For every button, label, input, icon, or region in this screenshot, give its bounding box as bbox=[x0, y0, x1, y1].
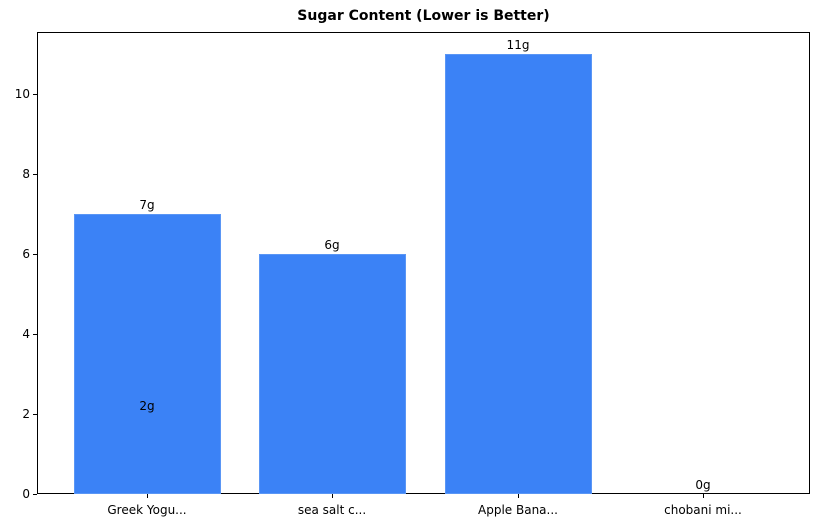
x-tick-label: Greek Yogu... bbox=[107, 503, 187, 517]
bar-value-label: 0g bbox=[695, 478, 711, 492]
annotation-label: 2g bbox=[139, 399, 155, 413]
x-tick-label: Apple Bana... bbox=[478, 503, 558, 517]
y-tick-mark bbox=[33, 494, 37, 495]
y-tick-label: 4 bbox=[22, 327, 30, 341]
x-tick-label: chobani mi... bbox=[664, 503, 742, 517]
y-tick-mark bbox=[33, 334, 37, 335]
y-tick-mark bbox=[33, 414, 37, 415]
bar-value-label: 6g bbox=[324, 238, 340, 252]
y-tick-label: 8 bbox=[22, 167, 30, 181]
y-tick-label: 2 bbox=[22, 407, 30, 421]
y-tick-label: 6 bbox=[22, 247, 30, 261]
x-tick-label: sea salt c... bbox=[297, 503, 367, 517]
x-tick-mark bbox=[703, 494, 704, 498]
y-tick-mark bbox=[33, 254, 37, 255]
bar-value-label: 11g bbox=[506, 38, 530, 52]
y-tick-mark bbox=[33, 174, 37, 175]
y-tick-mark bbox=[33, 94, 37, 95]
bar bbox=[444, 54, 592, 494]
chart-title: Sugar Content (Lower is Better) bbox=[297, 8, 550, 24]
bar bbox=[258, 254, 406, 494]
bar bbox=[73, 214, 221, 494]
x-tick-mark bbox=[332, 494, 333, 498]
x-tick-mark bbox=[147, 494, 148, 498]
x-tick-mark bbox=[518, 494, 519, 498]
y-tick-label: 0 bbox=[22, 487, 30, 501]
bar-value-label: 7g bbox=[139, 198, 155, 212]
plot-area bbox=[37, 32, 810, 494]
y-tick-label: 10 bbox=[14, 87, 30, 101]
